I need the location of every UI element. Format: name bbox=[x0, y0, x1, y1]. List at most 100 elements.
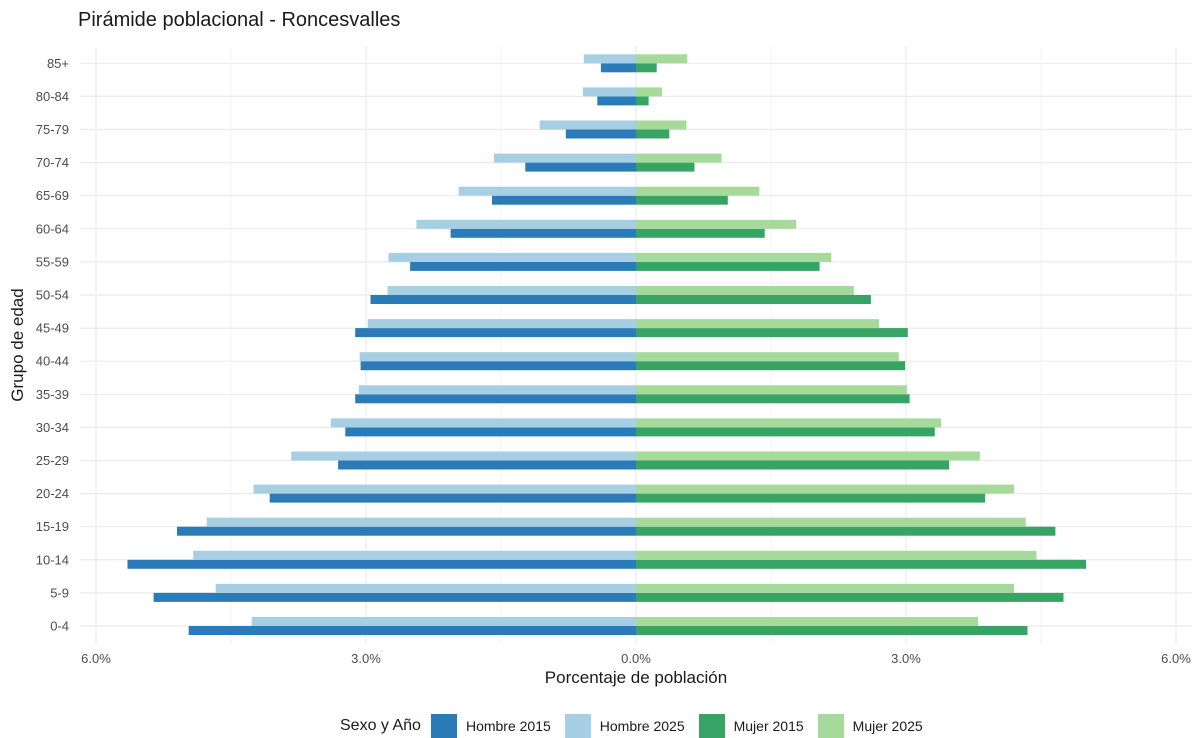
bar-mujer-2015-40-44 bbox=[636, 361, 906, 371]
legend-item-mujer-2015: Mujer 2015 bbox=[698, 714, 804, 738]
bar-hombre-2025-20-24 bbox=[253, 484, 636, 494]
bar-hombre-2015-25-29 bbox=[338, 460, 636, 470]
bar-mujer-2015-75-79 bbox=[636, 129, 670, 139]
bar-mujer-2015-60-64 bbox=[636, 228, 765, 238]
x-axis-label: Porcentaje de población bbox=[544, 668, 728, 687]
legend-key-mujer-2015 bbox=[698, 714, 725, 738]
bar-hombre-2015-40-44 bbox=[360, 361, 636, 371]
bar-mujer-2025-15-19 bbox=[636, 517, 1026, 527]
bar-hombre-2015-65-69 bbox=[492, 195, 636, 205]
bar-mujer-2025-10-14 bbox=[636, 550, 1037, 560]
legend-item-mujer-2025: Mujer 2025 bbox=[817, 714, 923, 738]
bar-mujer-2015-15-19 bbox=[636, 526, 1056, 536]
bar-mujer-2015-0-4 bbox=[636, 626, 1028, 635]
x-tick-label: 6.0% bbox=[1161, 651, 1191, 666]
bar-hombre-2015-85+ bbox=[600, 63, 636, 73]
bar-hombre-2015-55-59 bbox=[410, 261, 636, 271]
bar-mujer-2025-60-64 bbox=[636, 219, 797, 229]
bar-mujer-2025-20-24 bbox=[636, 484, 1014, 494]
y-tick-label: 55-59 bbox=[36, 254, 69, 269]
bar-hombre-2025-0-4 bbox=[251, 617, 636, 626]
chart-title: Pirámide poblacional - Roncesvalles bbox=[78, 9, 401, 31]
y-tick-label: 20-24 bbox=[36, 486, 69, 501]
bar-hombre-2015-70-74 bbox=[525, 162, 636, 172]
bar-mujer-2015-45-49 bbox=[636, 328, 908, 338]
legend-item-hombre-2015: Hombre 2015 bbox=[430, 714, 551, 738]
y-tick-label: 50-54 bbox=[36, 288, 69, 303]
y-tick-label: 25-29 bbox=[36, 453, 69, 468]
bar-hombre-2015-15-19 bbox=[177, 526, 636, 536]
bar-hombre-2025-75-79 bbox=[539, 120, 636, 130]
bar-hombre-2015-80-84 bbox=[597, 96, 636, 106]
bar-hombre-2015-60-64 bbox=[450, 228, 636, 238]
y-tick-label: 80-84 bbox=[36, 89, 69, 104]
y-tick-label: 5-9 bbox=[50, 585, 69, 600]
bar-hombre-2025-10-14 bbox=[193, 550, 636, 560]
bar-mujer-2025-70-74 bbox=[636, 153, 722, 163]
x-tick-label: 0.0% bbox=[621, 651, 651, 666]
bar-hombre-2015-10-14 bbox=[127, 559, 636, 569]
legend-label-mujer-2025: Mujer 2025 bbox=[852, 718, 923, 734]
bar-mujer-2015-5-9 bbox=[636, 592, 1064, 602]
bar-hombre-2025-80-84 bbox=[582, 87, 636, 97]
bar-mujer-2015-20-24 bbox=[636, 493, 986, 503]
bar-hombre-2015-35-39 bbox=[355, 394, 636, 404]
y-tick-label: 65-69 bbox=[36, 188, 69, 203]
bar-mujer-2025-5-9 bbox=[636, 583, 1014, 593]
bar-hombre-2025-50-54 bbox=[387, 286, 636, 295]
legend-item-hombre-2025: Hombre 2025 bbox=[564, 714, 685, 738]
bar-hombre-2015-0-4 bbox=[188, 626, 636, 635]
legend-key-mujer-2025 bbox=[817, 714, 844, 738]
bar-mujer-2015-70-74 bbox=[636, 162, 695, 172]
bar-mujer-2025-55-59 bbox=[636, 252, 832, 262]
bar-mujer-2025-75-79 bbox=[636, 120, 687, 130]
bar-hombre-2025-5-9 bbox=[215, 583, 636, 593]
y-tick-label: 15-19 bbox=[36, 519, 69, 534]
bar-hombre-2015-20-24 bbox=[269, 493, 636, 503]
bar-hombre-2025-40-44 bbox=[359, 352, 636, 362]
bar-hombre-2025-45-49 bbox=[367, 319, 636, 329]
bar-mujer-2015-65-69 bbox=[636, 195, 728, 205]
legend-label-hombre-2025: Hombre 2025 bbox=[599, 718, 685, 734]
bar-mujer-2015-85+ bbox=[636, 63, 657, 73]
y-tick-label: 30-34 bbox=[36, 420, 69, 435]
bar-mujer-2025-45-49 bbox=[636, 319, 879, 329]
bar-mujer-2025-50-54 bbox=[636, 286, 854, 295]
bar-layer bbox=[127, 54, 1086, 635]
bar-mujer-2025-85+ bbox=[636, 54, 688, 64]
y-tick-label: 75-79 bbox=[36, 122, 69, 137]
y-tick-label: 10-14 bbox=[36, 552, 69, 567]
legend-key-hombre-2025 bbox=[564, 714, 591, 738]
bar-mujer-2015-55-59 bbox=[636, 261, 820, 271]
x-tick-label: 3.0% bbox=[891, 651, 921, 666]
legend-key-hombre-2015 bbox=[430, 714, 457, 738]
legend-label-mujer-2015: Mujer 2015 bbox=[733, 718, 804, 734]
bar-hombre-2015-5-9 bbox=[153, 592, 636, 602]
x-tick-label: 3.0% bbox=[351, 651, 381, 666]
bar-hombre-2025-30-34 bbox=[330, 418, 636, 428]
bar-hombre-2025-60-64 bbox=[416, 219, 636, 229]
bar-mujer-2015-30-34 bbox=[636, 427, 935, 437]
bar-hombre-2025-35-39 bbox=[358, 385, 636, 395]
bar-mujer-2025-80-84 bbox=[636, 87, 663, 97]
y-axis-label: Grupo de edad bbox=[8, 288, 27, 402]
bar-hombre-2015-30-34 bbox=[345, 427, 636, 437]
bar-hombre-2025-85+ bbox=[583, 54, 636, 64]
y-tick-label: 0-4 bbox=[50, 619, 69, 634]
bar-hombre-2025-55-59 bbox=[388, 252, 636, 262]
bar-mujer-2015-35-39 bbox=[636, 394, 910, 404]
bar-mujer-2025-35-39 bbox=[636, 385, 907, 395]
bar-mujer-2025-40-44 bbox=[636, 352, 899, 362]
bar-hombre-2025-65-69 bbox=[458, 186, 636, 196]
bar-mujer-2015-10-14 bbox=[636, 559, 1086, 569]
legend-label-hombre-2015: Hombre 2015 bbox=[465, 718, 551, 734]
y-tick-label: 45-49 bbox=[36, 321, 69, 336]
bar-mujer-2025-0-4 bbox=[636, 617, 978, 626]
bar-hombre-2025-25-29 bbox=[291, 451, 636, 461]
axis-layer: 0-4 5-9 10-14 15-19 20-24 25-29 30-34 35-39 40-4… bbox=[36, 56, 1192, 666]
bar-mujer-2025-25-29 bbox=[636, 451, 980, 461]
bar-mujer-2015-50-54 bbox=[636, 295, 871, 304]
bar-mujer-2015-25-29 bbox=[636, 460, 950, 470]
y-tick-label: 70-74 bbox=[36, 155, 69, 170]
